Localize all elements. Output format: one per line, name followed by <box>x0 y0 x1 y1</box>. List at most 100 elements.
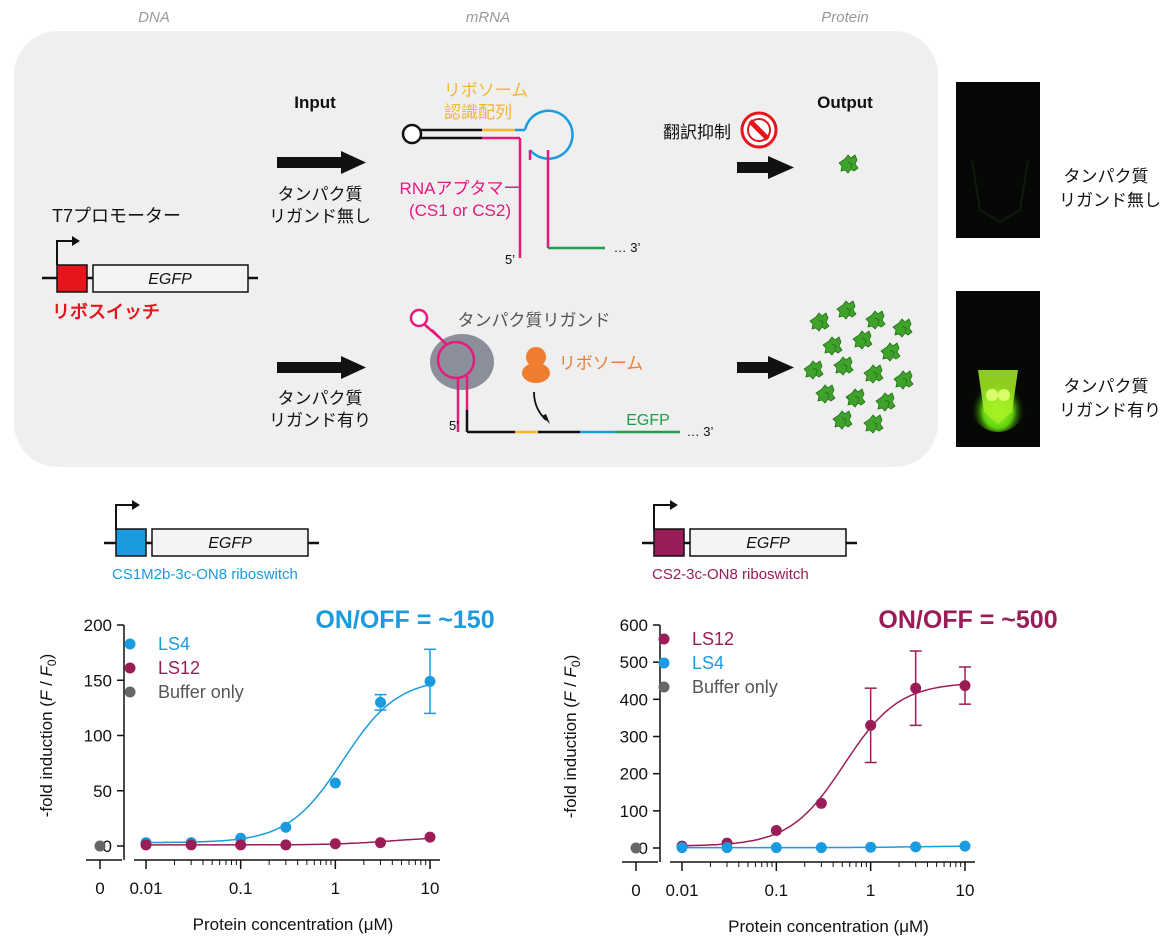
y-tick-label: 400 <box>620 690 648 709</box>
data-point <box>280 821 292 833</box>
legend-label: LS12 <box>158 658 200 678</box>
promoter-arrow <box>56 236 80 265</box>
chart-title: ON/OFF = ~150 <box>315 606 494 634</box>
aptamer-line2: (CS1 or CS2) <box>409 201 511 220</box>
x-tick-label: 1 <box>331 879 340 898</box>
photo-no-ligand-line2: リガンド無し <box>1059 191 1161 210</box>
legend-label: Buffer only <box>692 677 778 697</box>
y-tick-label: 200 <box>620 765 648 784</box>
y-tick-label: 600 <box>620 616 648 635</box>
data-point <box>630 842 642 854</box>
construct-right-promoter-arrowhead <box>670 500 678 510</box>
schematic-panel <box>14 31 938 467</box>
x-axis-label: Protein concentration (μM) <box>193 915 394 934</box>
y-axis-label: -fold induction (F / F0) <box>561 655 583 819</box>
construct-right-gene-label: EGFP <box>746 535 790 552</box>
data-point <box>94 840 106 852</box>
three-prime-bottom: … 3’ <box>687 424 714 439</box>
construct-left-gene-box <box>151 528 309 557</box>
data-point <box>424 675 436 687</box>
ribosome-binding-arrowhead <box>542 414 550 424</box>
data-point <box>185 839 197 851</box>
data-point <box>865 719 877 731</box>
no-ligand-line1: タンパク質 <box>278 185 363 204</box>
output-label: Output <box>817 93 873 112</box>
legend-marker <box>658 657 670 669</box>
legend-label: LS4 <box>692 653 724 673</box>
x-tick-label: 0.01 <box>129 879 162 898</box>
legend-marker <box>124 686 136 698</box>
stage-label-protein: Protein <box>821 9 869 26</box>
legend-label: LS4 <box>158 634 190 654</box>
input-label: Input <box>294 93 336 112</box>
egfp-strand-label: EGFP <box>626 412 670 429</box>
construct-right-gene-box <box>689 528 847 557</box>
data-point <box>815 842 827 854</box>
egfp-gene-box <box>92 264 249 293</box>
aptamer-line1: RNAアプタマー <box>400 179 521 198</box>
input-arrow-no-ligand <box>277 151 366 174</box>
y-tick-label: 100 <box>84 727 112 746</box>
data-point <box>865 841 877 853</box>
fit-curve <box>682 683 966 847</box>
y-tick-label: 200 <box>84 616 112 635</box>
legend-marker <box>658 633 670 645</box>
y-tick-label: 100 <box>620 802 648 821</box>
chart-left: 0 50 100 150 200 -fold induction (F / F0) 0 0.0… <box>37 606 495 934</box>
chart-right: 0 100 200 300 400 500 600 -fold induction (F / … <box>561 606 1058 936</box>
construct-right-promoter-arrow <box>653 504 672 530</box>
data-point <box>424 831 436 843</box>
translation-repression-label: 翻訳抑制 <box>663 123 731 142</box>
output-arrow-with-ligand <box>737 356 794 379</box>
y-tick-label: 0 <box>639 839 648 858</box>
with-ligand-line2: リガンド有り <box>269 411 371 430</box>
data-point <box>815 797 827 809</box>
data-point <box>676 842 688 854</box>
x-tick-label: 0.1 <box>229 879 253 898</box>
riboswitch-label: リボスイッチ <box>52 302 160 322</box>
three-prime-top: … 3’ <box>614 240 641 255</box>
stage-label-mrna: mRNA <box>466 9 510 26</box>
x-tick-label: 10 <box>956 881 975 900</box>
construct-left-gene-label: EGFP <box>208 535 252 552</box>
output-arrow-no-ligand <box>737 156 794 179</box>
x-tick-label: 0.01 <box>665 881 698 900</box>
data-point <box>375 837 387 849</box>
construct-right-label: CS2-3c-ON8 riboswitch <box>652 566 809 583</box>
ribosome-site-line2: 認識配列 <box>444 103 512 122</box>
ribosome-site-line1: リボソーム <box>444 81 529 100</box>
with-ligand-line1: タンパク質 <box>278 389 363 408</box>
construct-right: EGFP CS2-3c-ON8 riboswitch <box>642 500 857 583</box>
stage-label-dna: DNA <box>138 9 170 26</box>
y-tick-label: 500 <box>620 653 648 672</box>
data-point <box>235 839 247 851</box>
construct-left-promoter-arrowhead <box>132 500 140 510</box>
ribosome-icon <box>522 347 550 383</box>
construct-left-label: CS1M2b-3c-ON8 riboswitch <box>112 566 298 583</box>
y-tick-label: 300 <box>620 728 648 747</box>
construct-left-riboswitch-box <box>115 528 147 557</box>
x-tick-label: 1 <box>866 881 875 900</box>
promoter-label: T7プロモーター <box>52 206 181 226</box>
x-tick-label: 10 <box>421 879 440 898</box>
data-point <box>770 842 782 854</box>
data-point <box>329 838 341 850</box>
data-point <box>329 777 341 789</box>
legend-label: LS12 <box>692 629 734 649</box>
prohibited-icon <box>740 111 778 149</box>
chart-title: ON/OFF = ~500 <box>878 606 1057 634</box>
five-prime-top: 5’ <box>505 252 515 267</box>
series-ls12 <box>140 831 436 851</box>
data-point <box>910 682 922 694</box>
construct-left-promoter-arrow <box>115 504 134 530</box>
tube-photo-no-ligand <box>956 82 1040 238</box>
y-tick-label: 0 <box>103 837 112 856</box>
five-prime-bottom: 5’ <box>449 418 459 433</box>
construct-right-riboswitch-box <box>653 528 685 557</box>
series-buffer-only <box>94 840 106 852</box>
mrna-off-structure <box>401 109 605 258</box>
y-axis-label: -fold induction (F / F0) <box>37 654 59 818</box>
egfp-gene-label: EGFP <box>148 271 192 288</box>
series-ls4 <box>676 840 971 854</box>
ribosome-label: リボソーム <box>559 354 644 373</box>
